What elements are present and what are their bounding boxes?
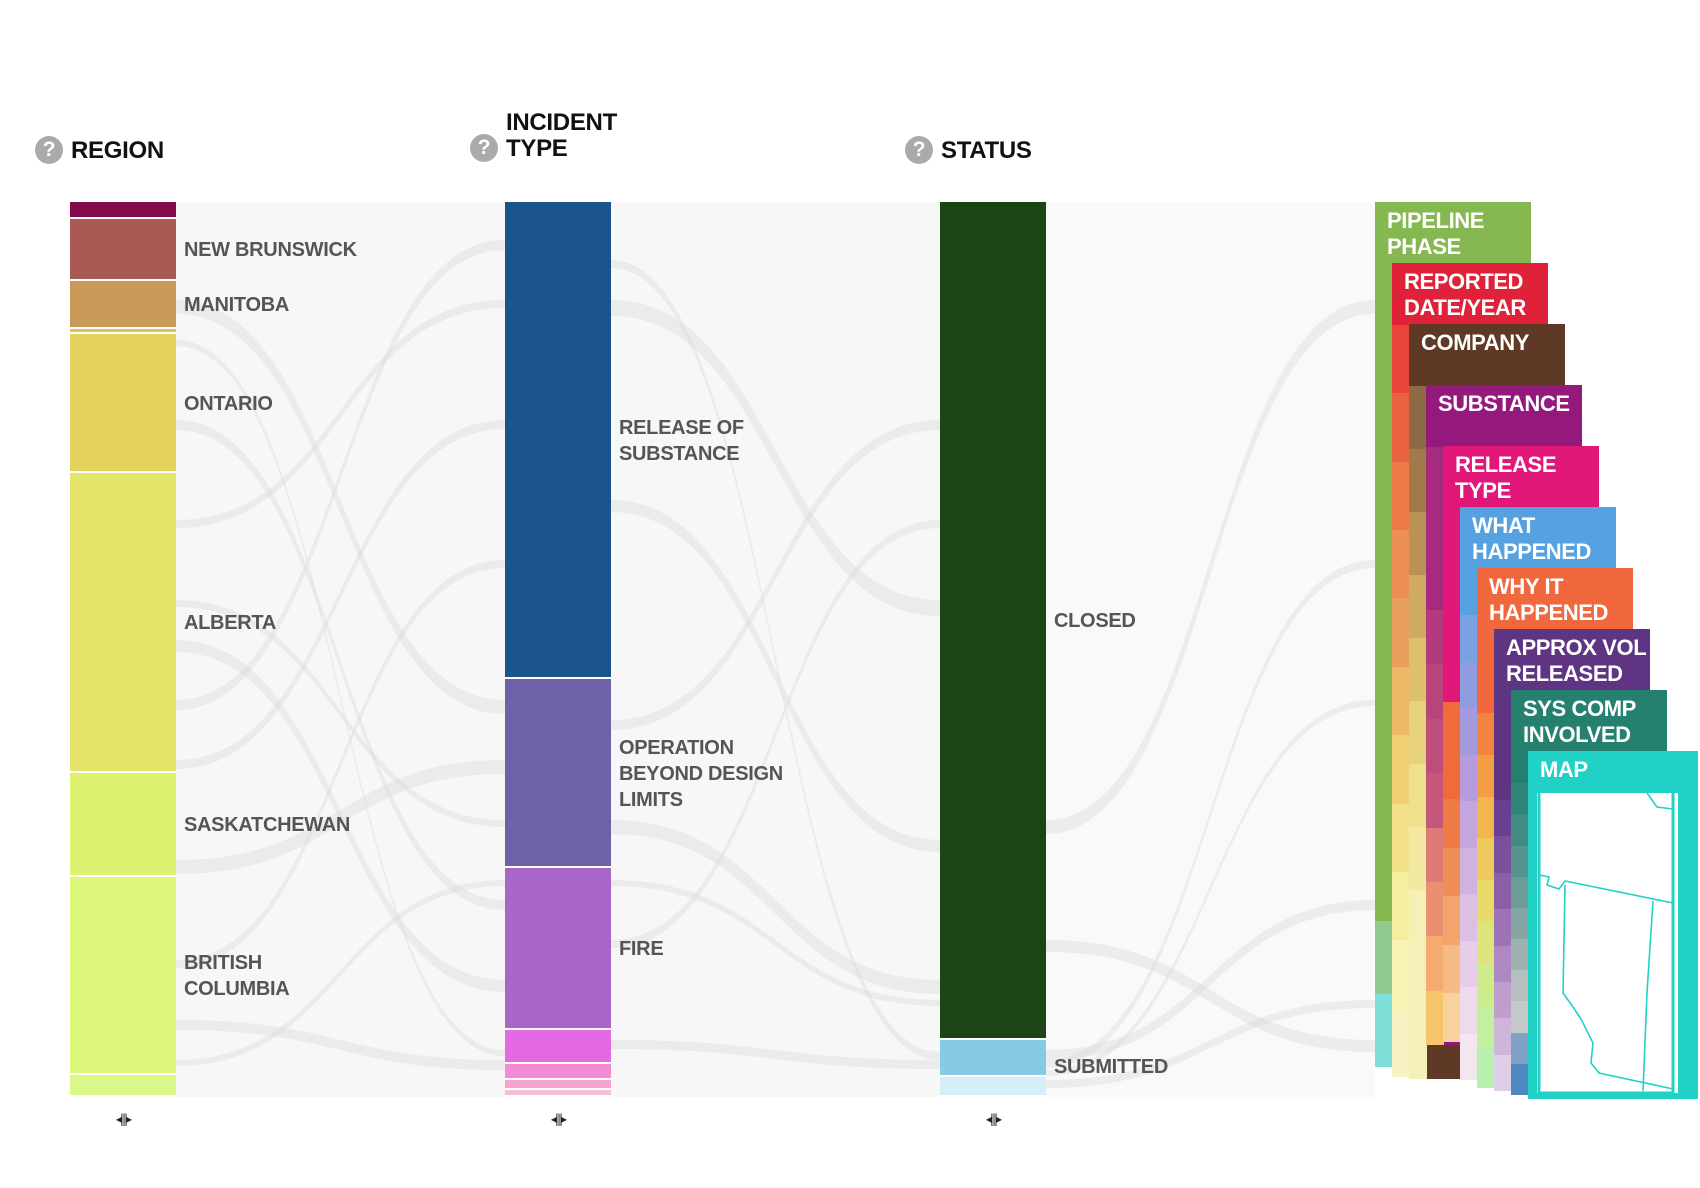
card-title: REPORTED DATE/YEAR [1404, 269, 1526, 320]
card-title: RELEASE TYPE [1455, 452, 1557, 503]
flow-band [176, 300, 505, 714]
status-header: ? STATUS [905, 136, 1032, 164]
region-segment[interactable] [70, 773, 176, 877]
status-label: CLOSED [1054, 610, 1136, 632]
region-title: REGION [71, 137, 164, 164]
flow-band [611, 500, 940, 852]
card-color-strip [1477, 630, 1495, 1088]
incident-type-header: ? INCIDENT TYPE [470, 110, 617, 162]
card-title: SYS COMP INVOLVED [1523, 696, 1636, 747]
incident-type-label: RELEASE OF SUBSTANCE [619, 416, 744, 465]
flow-band [611, 820, 940, 994]
card-title: COMPANY [1421, 330, 1530, 355]
card-color-strip [1460, 569, 1478, 1080]
flow-band [611, 300, 940, 616]
flow-band [176, 640, 505, 992]
card-title: PIPELINE PHASE [1387, 208, 1485, 259]
canada-outline-icon [1537, 792, 1675, 1095]
incident-type-segment[interactable] [505, 1080, 611, 1090]
incident-type-label: FIRE [619, 938, 664, 960]
region-segment[interactable] [70, 329, 176, 334]
card-title: APPROX VOL RELEASED [1506, 635, 1647, 686]
map-thumbnail[interactable] [1537, 792, 1678, 1095]
flow-band [1046, 300, 1375, 834]
region-label: SASKATCHEWAN [184, 814, 351, 836]
incident-type-segment[interactable] [505, 1090, 611, 1097]
card-color-strip [1494, 691, 1512, 1091]
card-color-strip [1511, 752, 1529, 1095]
card-color-strip [1392, 325, 1410, 1077]
card-color-strip [1426, 447, 1444, 1045]
question-circle-icon[interactable]: ? [470, 134, 498, 162]
flow-band [176, 420, 505, 910]
status-segment[interactable] [940, 1040, 1046, 1077]
drag-handle-icon[interactable]: ◂|||▸ [115, 1112, 132, 1126]
flow-band [176, 600, 505, 827]
status-axis [940, 202, 1046, 1097]
flow-band [176, 300, 505, 528]
flow-band [176, 240, 505, 710]
region-label: BRITISH COLUMBIA [184, 952, 290, 1000]
card-title: MAP [1540, 757, 1588, 782]
incident-type-title: INCIDENT TYPE [506, 109, 617, 162]
incident-type-axis [505, 202, 611, 1097]
card-title: SUBSTANCE [1438, 391, 1570, 416]
flow-band [176, 760, 505, 874]
flow-band [611, 1040, 940, 1069]
flow-band [1046, 560, 1375, 1068]
flow-band [1046, 700, 1375, 1076]
incident-type-label: OPERATION BEYOND DESIGN LIMITS [619, 736, 783, 811]
card-title: WHAT HAPPENED [1472, 513, 1592, 564]
region-segment[interactable] [70, 877, 176, 1075]
region-segment[interactable] [70, 219, 176, 281]
flow-band [611, 880, 940, 1006]
drag-handle-icon[interactable]: ◂|||▸ [985, 1112, 1002, 1126]
region-segment[interactable] [70, 202, 176, 219]
flow-band [176, 560, 505, 968]
flow-band [176, 1020, 505, 1070]
flow-band [1046, 202, 1375, 1097]
flow-band [1046, 900, 1375, 1060]
status-segment[interactable] [940, 1077, 1046, 1097]
region-segment[interactable] [70, 281, 176, 329]
flow-band [176, 420, 505, 769]
question-circle-icon[interactable]: ? [905, 136, 933, 164]
card-color-strip [1409, 386, 1427, 1079]
region-segment[interactable] [70, 334, 176, 473]
flow-band [611, 260, 940, 1060]
flow-band [176, 340, 505, 1056]
flow-band [1046, 1000, 1375, 1088]
region-label: MANITOBA [184, 294, 290, 316]
region-segment[interactable] [70, 473, 176, 773]
incident-type-segment[interactable] [505, 202, 611, 679]
flow-band [611, 202, 940, 1097]
card-color-strip [1375, 264, 1393, 1067]
incident-type-segment[interactable] [505, 679, 611, 868]
region-label: NEW BRUNSWICK [184, 239, 357, 261]
incident-type-segment[interactable] [505, 1030, 611, 1064]
region-label: ALBERTA [184, 612, 276, 634]
flow-band [611, 520, 940, 948]
flow-band [176, 880, 505, 1066]
flow-band [1046, 940, 1375, 1052]
incident-type-segment[interactable] [505, 868, 611, 1030]
question-circle-icon[interactable]: ? [35, 136, 63, 164]
flow-band [176, 202, 505, 1097]
incident-type-segment[interactable] [505, 1064, 611, 1080]
status-label: SUBMITTED [1054, 1055, 1168, 1078]
region-label: ONTARIO [184, 392, 273, 415]
dimension-card-map[interactable]: MAP [1528, 751, 1698, 1099]
card-title: WHY IT HAPPENED [1489, 574, 1609, 625]
status-title: STATUS [941, 137, 1032, 164]
region-axis [70, 202, 176, 1097]
card-color-strip [1443, 508, 1461, 1042]
region-header: ? REGION [35, 136, 164, 164]
status-segment[interactable] [940, 202, 1046, 1040]
region-segment[interactable] [70, 1075, 176, 1097]
flow-band [611, 420, 940, 730]
drag-handle-icon[interactable]: ◂|||▸ [550, 1112, 567, 1126]
